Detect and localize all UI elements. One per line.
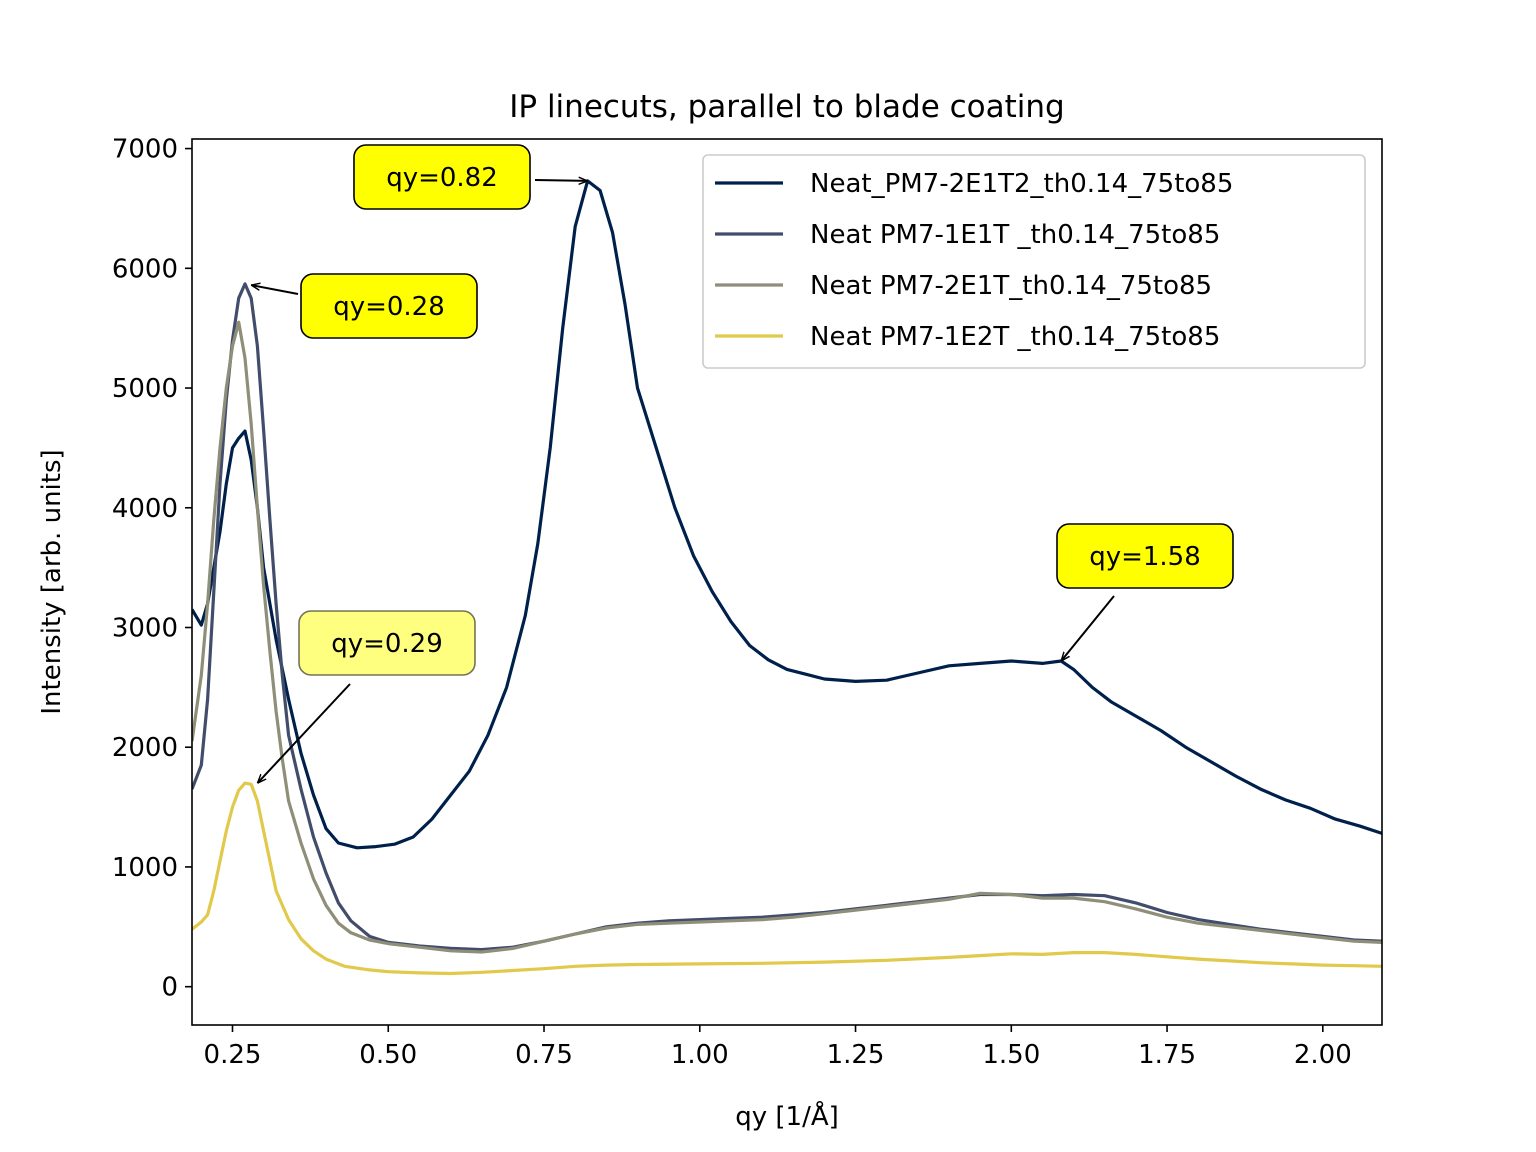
legend-label-2: Neat PM7-1E1T _th0.14_75to85 bbox=[810, 220, 1220, 250]
x-tick-label-6: 1.75 bbox=[1138, 1040, 1196, 1070]
x-tick-label-5: 1.50 bbox=[982, 1040, 1040, 1070]
annotation-label-1: qy=0.82 bbox=[386, 163, 498, 193]
x-tick-label-2: 0.75 bbox=[515, 1040, 573, 1070]
y-tick-label-3: 3000 bbox=[112, 613, 178, 643]
annotation-box-3 bbox=[1056, 523, 1234, 589]
annotation-arrow-4 bbox=[257, 683, 351, 783]
annotation-label-3: qy=1.58 bbox=[1089, 542, 1201, 572]
x-tick-label-7: 2.00 bbox=[1294, 1040, 1352, 1070]
y-tick-label-7: 7000 bbox=[112, 135, 178, 165]
series-line-1 bbox=[192, 179, 1382, 850]
annotation-label-4: qy=0.29 bbox=[331, 629, 443, 659]
annotation-layer: qy=0.82 qy=0.28 qy=1.58 qy=0.29 bbox=[251, 144, 1234, 783]
chart-title: IP linecuts, parallel to blade coating bbox=[509, 89, 1065, 125]
annotation-2: qy=0.28 bbox=[251, 273, 478, 339]
x-axis-label: qy [1/Å] bbox=[735, 1100, 839, 1132]
legend: Neat_PM7-2E1T2_th0.14_75to85 Neat PM7-1E1… bbox=[702, 154, 1366, 369]
y-axis: 0 1000 2000 3000 4000 5000 6000 7000 bbox=[112, 135, 192, 1003]
annotation-arrow-3 bbox=[1061, 595, 1115, 661]
legend-frame bbox=[702, 154, 1366, 369]
y-axis-label: Intensity [arb. units] bbox=[37, 449, 67, 714]
annotation-arrow-2 bbox=[251, 285, 299, 295]
series-line-3 bbox=[192, 320, 1382, 954]
x-axis: 0.25 0.50 0.75 1.00 1.25 1.50 1.75 2.00 bbox=[204, 1025, 1352, 1070]
x-tick-label-1: 0.50 bbox=[359, 1040, 417, 1070]
legend-label-4: Neat PM7-1E2T _th0.14_75to85 bbox=[810, 322, 1220, 352]
x-tick-label-4: 1.25 bbox=[827, 1040, 885, 1070]
annotation-box-1 bbox=[353, 144, 531, 210]
annotation-box-2 bbox=[300, 273, 478, 339]
y-tick-label-6: 6000 bbox=[112, 254, 178, 284]
x-tick-label-0: 0.25 bbox=[204, 1040, 262, 1070]
annotation-1: qy=0.82 bbox=[353, 144, 588, 210]
y-tick-label-4: 4000 bbox=[112, 494, 178, 524]
series-layer bbox=[192, 179, 1382, 976]
annotation-arrow-1 bbox=[534, 180, 588, 181]
annotation-label-2: qy=0.28 bbox=[333, 292, 445, 322]
y-tick-label-0: 0 bbox=[161, 973, 178, 1003]
plot-frame bbox=[191, 138, 1383, 1026]
y-tick-label-1: 1000 bbox=[112, 853, 178, 883]
y-tick-label-2: 2000 bbox=[112, 733, 178, 763]
annotation-box-4 bbox=[298, 610, 476, 676]
series-line-4 bbox=[192, 781, 1382, 976]
legend-label-1: Neat_PM7-2E1T2_th0.14_75to85 bbox=[810, 169, 1233, 199]
y-tick-label-5: 5000 bbox=[112, 374, 178, 404]
annotation-4: qy=0.29 bbox=[257, 610, 476, 783]
annotation-3: qy=1.58 bbox=[1056, 523, 1234, 661]
legend-label-3: Neat PM7-2E1T_th0.14_75to85 bbox=[810, 271, 1212, 301]
x-tick-label-3: 1.00 bbox=[671, 1040, 729, 1070]
